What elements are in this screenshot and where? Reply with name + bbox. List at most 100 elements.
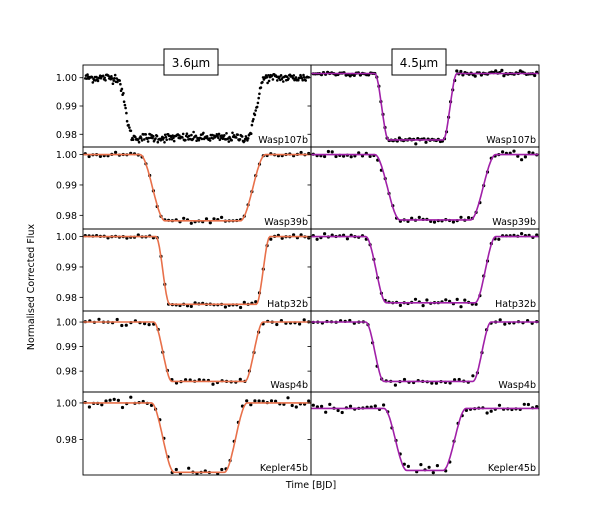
data-point [292, 74, 296, 77]
data-point [104, 79, 107, 82]
data-point [146, 140, 150, 143]
panel-kepler45b-3-6: 1.00 0.98 Kepler45b [56, 391, 312, 476]
data-point [410, 216, 414, 220]
data-point [257, 96, 261, 100]
y-tick-label: 1.00 [56, 150, 77, 161]
data-point [225, 132, 228, 135]
data-point [182, 216, 186, 220]
data-point [245, 399, 249, 403]
data-point [111, 82, 115, 85]
data-point [349, 155, 353, 159]
data-point [249, 132, 253, 135]
data-point [535, 405, 539, 409]
data-point [315, 237, 319, 241]
data-point [136, 233, 140, 237]
data-point [286, 396, 290, 400]
data-point [253, 113, 257, 117]
data-point [402, 377, 407, 382]
data-point [334, 154, 338, 159]
data-point [104, 399, 108, 403]
data-point [285, 75, 289, 78]
data-point [473, 74, 477, 78]
band-label-4-5-text: 4.5μm [400, 56, 438, 70]
data-point [95, 75, 98, 79]
data-point [297, 78, 300, 82]
data-point [220, 215, 224, 219]
data-point [172, 139, 176, 143]
data-point [267, 74, 270, 77]
data-point [164, 135, 168, 139]
data-point [124, 323, 128, 327]
data-point [184, 378, 188, 382]
data-point [432, 220, 437, 224]
data-point [444, 298, 448, 302]
data-point [287, 77, 290, 80]
data-point [299, 150, 303, 155]
data-point [112, 79, 115, 82]
data-point [149, 403, 154, 407]
data-point [238, 138, 242, 141]
data-point [455, 297, 459, 301]
fit-line [311, 72, 539, 141]
data-point [197, 138, 201, 142]
data-point [97, 317, 101, 321]
data-point [103, 76, 106, 80]
data-point [113, 73, 117, 77]
y-tick-label: 0.99 [56, 180, 77, 191]
data-point [326, 149, 330, 154]
panel-wasp107b-3-6: 1.00 0.99 0.98 Wasp107b [56, 64, 312, 148]
data-point [116, 398, 120, 402]
data-point [147, 323, 151, 327]
data-point [271, 78, 275, 81]
data-point [494, 69, 498, 73]
data-point [227, 140, 231, 143]
fit-line [83, 402, 311, 474]
data-point [427, 465, 431, 469]
data-point [86, 73, 89, 76]
data-point [328, 402, 332, 406]
data-point [246, 137, 250, 140]
data-point [252, 117, 255, 121]
planet-label: Wasp107b [258, 135, 308, 146]
data-point [140, 139, 144, 142]
data-point [382, 403, 386, 407]
data-point [144, 133, 148, 136]
data-point [302, 318, 306, 322]
data-point [231, 131, 234, 135]
data-point [87, 405, 91, 409]
data-point [137, 138, 140, 141]
data-point [202, 131, 205, 135]
y-tick-label: 1.00 [56, 73, 77, 84]
panel-wasp107b-4-5: Wasp107b [307, 64, 540, 148]
data-point [398, 303, 402, 307]
data-point [301, 78, 305, 82]
data-point [220, 467, 224, 472]
data-point [216, 134, 219, 137]
data-point [242, 300, 246, 304]
data-point [294, 405, 298, 409]
data-point [345, 237, 349, 241]
data-point [90, 75, 94, 79]
data-point [230, 139, 233, 142]
data-point [497, 403, 502, 407]
data-point [291, 76, 295, 80]
data-point [129, 395, 133, 399]
data-point [340, 410, 344, 415]
data-point [261, 80, 264, 84]
panel-wasp39b-3-6: 1.00 0.99 0.98 Wasp39b [56, 146, 312, 230]
y-tick-label: 0.99 [56, 102, 77, 113]
data-point [402, 462, 406, 466]
band-label-4-5: 4.5μm [391, 48, 447, 76]
data-point [238, 377, 242, 381]
data-point [292, 233, 296, 237]
data-point [204, 217, 209, 221]
data-point [323, 154, 327, 159]
data-point [127, 123, 130, 127]
data-point [116, 80, 119, 84]
fit-line [83, 235, 311, 306]
data-point [256, 101, 260, 105]
data-point [298, 322, 302, 326]
data-point [223, 134, 226, 137]
data-point [255, 105, 259, 109]
data-point [223, 305, 227, 309]
